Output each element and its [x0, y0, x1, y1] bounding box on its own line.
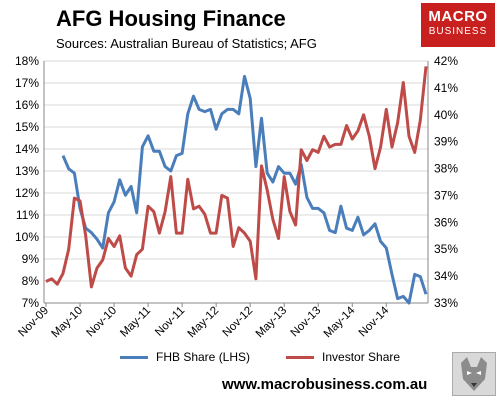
x-axis-tick-label: Nov-10 — [84, 305, 119, 340]
fhb-share-line — [61, 74, 428, 305]
logo-bottom-text: BUSINESS — [428, 26, 488, 37]
right-axis-tick-label: 33% — [434, 296, 458, 310]
logo-top-text: MACRO — [428, 8, 488, 25]
x-axis-tick-label: May-13 — [254, 305, 290, 341]
wolf-icon — [452, 352, 496, 396]
macrobusiness-logo: MACRO BUSINESS — [421, 3, 495, 47]
right-axis-tick-label: 41% — [434, 81, 458, 95]
x-axis-tick-label: May-12 — [186, 305, 222, 341]
left-axis-tick-label: 14% — [15, 142, 39, 156]
website-url[interactable]: www.macrobusiness.com.au — [222, 376, 428, 393]
legend-swatch-investor — [286, 355, 315, 359]
left-axis-tick-label: 7% — [22, 296, 40, 310]
right-axis-tick-label: 36% — [434, 215, 458, 229]
left-axis-tick-label: 8% — [22, 274, 40, 288]
chart-title: AFG Housing Finance — [56, 6, 286, 31]
left-axis-tick-label: 12% — [15, 186, 39, 200]
chart-legend: FHB Share (LHS) Investor Share — [120, 350, 400, 364]
x-axis-tick-label: May-11 — [118, 305, 153, 340]
left-axis-tick-label: 18% — [15, 54, 39, 68]
left-axis-tick-label: 9% — [22, 252, 40, 266]
x-axis-tick-label: May-10 — [50, 305, 86, 341]
legend-label-fhb: FHB Share (LHS) — [156, 350, 251, 364]
right-axis-tick-label: 39% — [434, 135, 458, 149]
right-axis-tick-label: 42% — [434, 54, 458, 68]
x-axis-tick-label: Nov-11 — [153, 305, 187, 339]
left-axis-tick-label: 16% — [15, 98, 39, 112]
legend-item-fhb: FHB Share (LHS) — [120, 350, 250, 364]
chart-subtitle: Sources: Australian Bureau of Statistics… — [56, 36, 317, 51]
left-axis-tick-label: 13% — [15, 164, 39, 178]
x-axis-tick-label: Nov-12 — [221, 305, 256, 340]
right-axis-tick-label: 38% — [434, 162, 458, 176]
right-axis-tick-label: 34% — [434, 269, 458, 283]
investor-share-line — [45, 66, 428, 289]
x-axis-tick-label: Nov-13 — [289, 305, 324, 340]
x-axis-tick-label: Nov-14 — [357, 304, 392, 339]
legend-item-investor: Investor Share — [286, 350, 400, 364]
left-axis-tick-label: 11% — [16, 208, 39, 222]
x-axis-tick-label: May-14 — [322, 304, 358, 340]
right-axis-tick-label: 35% — [434, 242, 458, 256]
left-axis-tick-label: 15% — [15, 120, 39, 134]
left-axis-tick-label: 10% — [15, 230, 39, 244]
left-axis-tick-label: 17% — [15, 76, 39, 90]
legend-label-investor: Investor Share — [322, 350, 401, 364]
right-axis-tick-label: 40% — [434, 108, 458, 122]
legend-swatch-fhb — [120, 355, 148, 359]
right-axis-tick-label: 37% — [434, 188, 458, 202]
